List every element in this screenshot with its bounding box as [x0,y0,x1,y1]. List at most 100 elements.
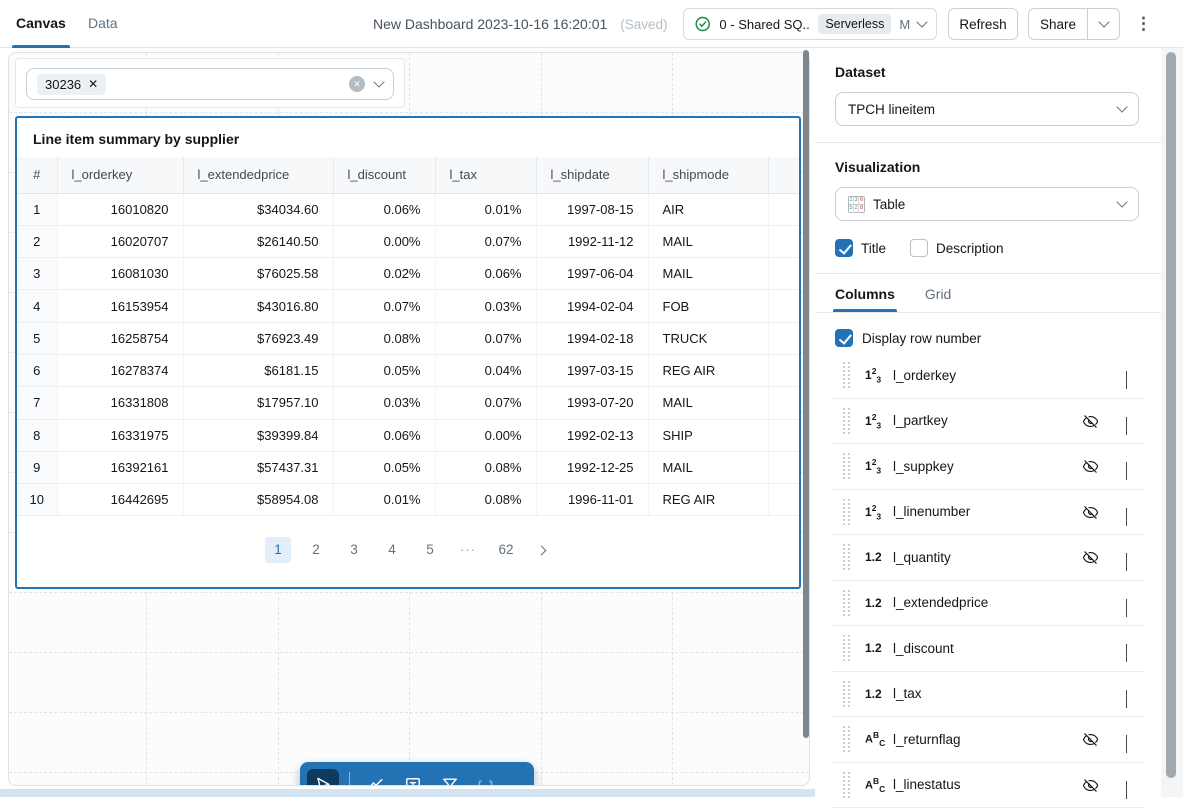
expand-column-button[interactable] [1126,600,1127,618]
hidden-indicator[interactable] [1082,549,1099,571]
filter-select[interactable]: 30236 ✕ ✕ [26,68,394,100]
add-text-tool-button[interactable] [397,769,429,786]
page-button[interactable]: 5 [417,537,443,563]
tab-grid[interactable]: Grid [925,286,951,312]
hidden-indicator[interactable] [1082,504,1099,526]
page-button[interactable]: 1 [265,537,291,563]
expand-column-button[interactable] [1126,463,1127,481]
table-cell: 1994-02-18 [536,322,648,354]
add-filter-tool-button[interactable] [434,769,466,786]
share-button[interactable]: Share [1029,9,1088,39]
visualization-select[interactable]: 136528 Table [835,187,1139,221]
tab-columns[interactable]: Columns [835,286,895,312]
table-widget[interactable]: Line item summary by supplier #l_orderke… [15,116,801,589]
column-name: l_returnflag [893,732,961,747]
hidden-indicator[interactable] [1082,413,1099,435]
tab-data[interactable]: Data [88,0,118,48]
column-item-l_linenumber[interactable]: 123l_linenumber [831,490,1145,536]
chevron-right-icon [536,545,546,555]
dashboard-canvas[interactable]: 30236 ✕ ✕ Line item summary by supplier … [8,52,810,786]
visualization-value: Table [873,197,905,212]
table-cell: 6 [17,354,57,386]
column-item-l_suppkey[interactable]: 123l_suppkey [831,444,1145,490]
warehouse-selector[interactable]: 0 - Shared SQ... Serverless M [683,8,937,40]
drag-handle-icon[interactable] [843,408,850,434]
column-header[interactable]: l_discount [333,157,435,193]
canvas-scrollbar[interactable] [803,50,809,738]
expand-column-button[interactable] [1126,736,1127,754]
column-item-l_quantity[interactable]: 1.2l_quantity [831,535,1145,581]
expand-column-button[interactable] [1126,509,1127,527]
filter-value-chip[interactable]: 30236 ✕ [37,74,106,95]
drag-handle-icon[interactable] [843,362,850,388]
chip-remove-icon[interactable]: ✕ [88,78,98,90]
column-header[interactable]: l_tax [435,157,536,193]
chevron-right-icon [1126,690,1127,708]
column-item-l_orderkey[interactable]: 123l_orderkey [831,353,1145,399]
drag-handle-icon[interactable] [843,681,850,707]
table-header-row: #l_orderkeyl_extendedpricel_discountl_ta… [17,157,799,193]
page-button[interactable]: 4 [379,537,405,563]
page-button[interactable]: 2 [303,537,329,563]
drag-handle-icon[interactable] [843,772,850,798]
drag-handle-icon[interactable] [843,544,850,570]
column-item-l_extendedprice[interactable]: 1.2l_extendedprice [831,581,1145,627]
description-checkbox[interactable] [910,239,928,257]
dataset-select[interactable]: TPCH lineitem [835,92,1139,126]
column-item-l_tax[interactable]: 1.2l_tax [831,672,1145,718]
table-cell-filler [768,322,799,354]
page-button[interactable]: 62 [493,537,519,563]
table-cell: $76025.58 [183,258,333,290]
filter-widget[interactable]: 30236 ✕ ✕ [15,58,405,108]
tab-canvas[interactable]: Canvas [16,0,66,48]
table-viz-icon: 136528 [848,196,865,213]
refresh-button[interactable]: Refresh [948,8,1018,40]
panel-scrollbar-thumb[interactable] [1166,52,1176,778]
column-item-l_linestatus[interactable]: ABCl_linestatus [831,763,1145,808]
display-row-number-checkbox[interactable] [835,329,853,347]
expand-column-button[interactable] [1126,645,1127,663]
decimal-type-icon: 1.2 [865,550,891,564]
kebab-menu-button[interactable]: ⋮ [1135,13,1151,35]
text-box-icon [403,775,423,786]
table-cell: 0.06% [333,419,435,451]
clear-all-icon[interactable]: ✕ [349,76,365,92]
drag-handle-icon[interactable] [843,635,850,661]
expand-column-button[interactable] [1126,554,1127,572]
column-header[interactable]: # [17,157,57,193]
expand-column-button[interactable] [1126,691,1127,709]
drag-handle-icon[interactable] [843,590,850,616]
warehouse-name: 0 - Shared SQ... [719,17,810,32]
hidden-indicator[interactable] [1082,458,1099,480]
column-header[interactable]: l_shipdate [536,157,648,193]
column-header[interactable]: l_shipmode [648,157,768,193]
column-item-l_partkey[interactable]: 123l_partkey [831,399,1145,445]
funnel-icon [440,775,460,786]
share-dropdown-button[interactable] [1088,9,1119,39]
drag-handle-icon[interactable] [843,453,850,479]
table-cell: 0.05% [333,354,435,386]
column-name: l_tax [893,686,922,701]
drag-handle-icon[interactable] [843,499,850,525]
table-cell: SHIP [648,419,768,451]
expand-column-button[interactable] [1126,372,1127,390]
next-page-button[interactable] [531,537,551,563]
column-header[interactable]: l_orderkey [57,157,183,193]
table-cell: 4 [17,290,57,322]
hidden-indicator[interactable] [1082,777,1099,799]
column-item-l_returnflag[interactable]: ABCl_returnflag [831,717,1145,763]
table-cell: $17957.10 [183,387,333,419]
column-item-l_discount[interactable]: 1.2l_discount [831,626,1145,672]
expand-column-button[interactable] [1126,418,1127,436]
hidden-indicator[interactable] [1082,731,1099,753]
column-header[interactable]: l_extendedprice [183,157,333,193]
chevron-right-icon [1126,371,1127,389]
code-tool-button[interactable]: { } [471,769,503,786]
page-button[interactable]: 3 [341,537,367,563]
add-chart-tool-button[interactable] [360,769,392,786]
select-tool-button[interactable] [307,769,339,786]
dashboard-title[interactable]: New Dashboard 2023-10-16 16:20:01 [373,16,607,32]
drag-handle-icon[interactable] [843,726,850,752]
title-checkbox[interactable] [835,239,853,257]
column-name: l_extendedprice [893,595,988,610]
